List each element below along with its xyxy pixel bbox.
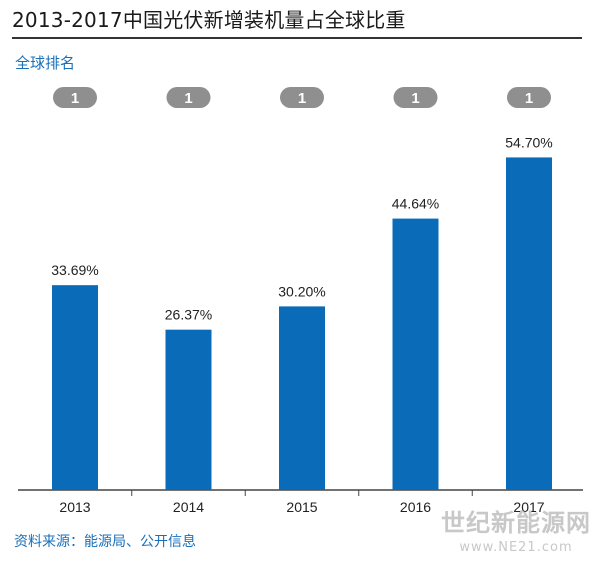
rank-value-2014: 1 <box>184 90 192 107</box>
watermark-url: www.NE21.com <box>459 540 573 555</box>
data-label-2015: 30.20% <box>278 283 325 299</box>
bar-2015 <box>279 306 325 490</box>
x-tick-label-2013: 2013 <box>59 499 90 515</box>
watermark-name: 世纪新能源网 <box>441 509 591 537</box>
data-label-2017: 54.70% <box>505 134 552 150</box>
bar-2017 <box>506 157 552 490</box>
data-label-2016: 44.64% <box>392 196 439 212</box>
data-label-2013: 33.69% <box>51 262 98 278</box>
data-label-2014: 26.37% <box>165 307 212 323</box>
global-rank-label: 全球排名 <box>15 54 76 72</box>
bar-2016 <box>392 218 439 490</box>
rank-badge-2017 <box>507 87 551 108</box>
rank-badge-2014 <box>166 87 211 108</box>
rank-value-2015: 1 <box>298 90 306 107</box>
rank-badge-2013 <box>53 87 97 108</box>
rank-badge-2015 <box>280 87 324 108</box>
bar-2014 <box>165 329 212 490</box>
rank-value-2017: 1 <box>525 90 533 107</box>
title-divider <box>12 37 582 39</box>
source-note: 资料来源：能源局、公开信息 <box>14 534 196 550</box>
rank-badge-2016 <box>393 87 438 108</box>
x-tick-label-2015: 2015 <box>286 499 317 515</box>
bar-2013 <box>52 285 98 490</box>
x-tick-label-2017: 2017 <box>513 499 544 515</box>
x-tick-label-2014: 2014 <box>173 499 204 515</box>
chart-title: 2013-2017中国光伏新增装机量占全球比重 <box>12 8 406 32</box>
rank-value-2016: 1 <box>411 90 419 107</box>
x-tick-label-2016: 2016 <box>400 499 431 515</box>
rank-value-2013: 1 <box>71 90 79 107</box>
watermark-logo: 世纪新能源网 www.NE21.com <box>441 503 591 555</box>
